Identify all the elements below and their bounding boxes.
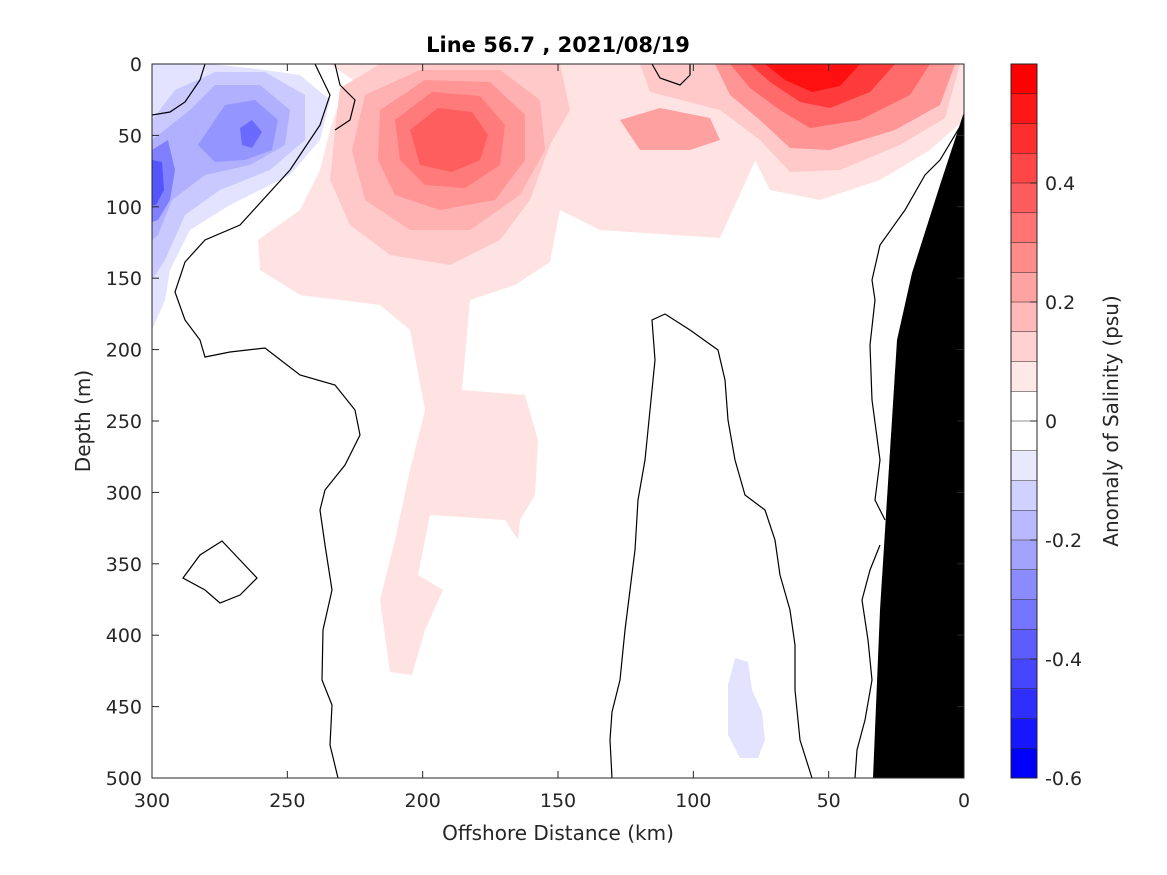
x-tick-label: 200 <box>405 790 441 812</box>
colorbar-band <box>1011 688 1037 719</box>
colorbar-tick-label: -0.6 <box>1045 768 1082 790</box>
negative-anomaly-region <box>152 64 765 758</box>
y-tick-label: 300 <box>106 482 142 504</box>
colorbar: 0.4 0.2 0 -0.2 -0.4 -0.6 <box>1010 63 1082 790</box>
y-tick-label: 0 <box>130 54 142 76</box>
colorbar-band <box>1011 629 1037 660</box>
colorbar-bands <box>1011 64 1037 779</box>
x-tick-label: 300 <box>134 790 170 812</box>
x-axis-label: Offshore Distance (km) <box>442 821 674 845</box>
y-tick-label: 500 <box>106 768 142 790</box>
colorbar-band <box>1011 748 1037 779</box>
colorbar-band <box>1011 480 1037 511</box>
colorbar-band <box>1011 718 1037 749</box>
y-axis-label: Depth (m) <box>71 370 95 472</box>
colorbar-band <box>1011 93 1037 124</box>
colorbar-band <box>1011 361 1037 392</box>
y-tick-label: 100 <box>106 197 142 219</box>
colorbar-ticks: 0.4 0.2 0 -0.2 -0.4 -0.6 <box>1030 173 1082 790</box>
x-tick-label: 100 <box>675 790 711 812</box>
colorbar-label: Anomaly of Salinity (psu) <box>1099 295 1123 546</box>
colorbar-band <box>1011 540 1037 571</box>
x-tick-label: 50 <box>817 790 841 812</box>
colorbar-band <box>1011 183 1037 214</box>
colorbar-band <box>1011 272 1037 303</box>
colorbar-band <box>1011 64 1037 95</box>
colorbar-band <box>1011 659 1037 690</box>
colorbar-band <box>1011 510 1037 541</box>
chart-title: Line 56.7 , 2021/08/19 <box>426 33 690 57</box>
plot-area <box>151 63 965 779</box>
colorbar-band <box>1011 302 1037 333</box>
colorbar-band <box>1011 569 1037 600</box>
colorbar-band <box>1011 599 1037 630</box>
y-tick-label: 150 <box>106 268 142 290</box>
colorbar-band <box>1011 153 1037 184</box>
x-tick-label: 250 <box>269 790 305 812</box>
zero-contour-lines <box>152 64 964 778</box>
y-axis: 0 50 100 150 200 250 300 350 400 450 500 <box>106 54 964 790</box>
y-tick-label: 200 <box>106 340 142 362</box>
colorbar-band <box>1011 242 1037 273</box>
colorbar-tick-label: 0 <box>1045 411 1057 433</box>
colorbar-band <box>1011 123 1037 154</box>
y-tick-label: 400 <box>106 625 142 647</box>
x-axis: 300 250 200 150 100 50 0 <box>134 64 970 812</box>
y-tick-label: 50 <box>118 125 142 147</box>
colorbar-band <box>1011 331 1037 362</box>
positive-anomaly-region <box>152 64 964 675</box>
colorbar-tick-label: 0.4 <box>1045 173 1075 195</box>
colorbar-band <box>1011 421 1037 452</box>
colorbar-tick-label: 0.2 <box>1045 292 1075 314</box>
colorbar-band <box>1011 391 1037 422</box>
colorbar-band <box>1011 450 1037 481</box>
colorbar-tick-label: -0.4 <box>1045 649 1082 671</box>
anomaly-field <box>152 64 964 778</box>
bathymetry-mask <box>873 112 964 778</box>
x-tick-label: 0 <box>958 790 970 812</box>
x-tick-label: 150 <box>540 790 576 812</box>
colorbar-tick-label: -0.2 <box>1045 530 1082 552</box>
y-tick-label: 250 <box>106 411 142 433</box>
colorbar-band <box>1011 212 1037 243</box>
y-tick-label: 350 <box>106 554 142 576</box>
y-tick-label: 450 <box>106 697 142 719</box>
